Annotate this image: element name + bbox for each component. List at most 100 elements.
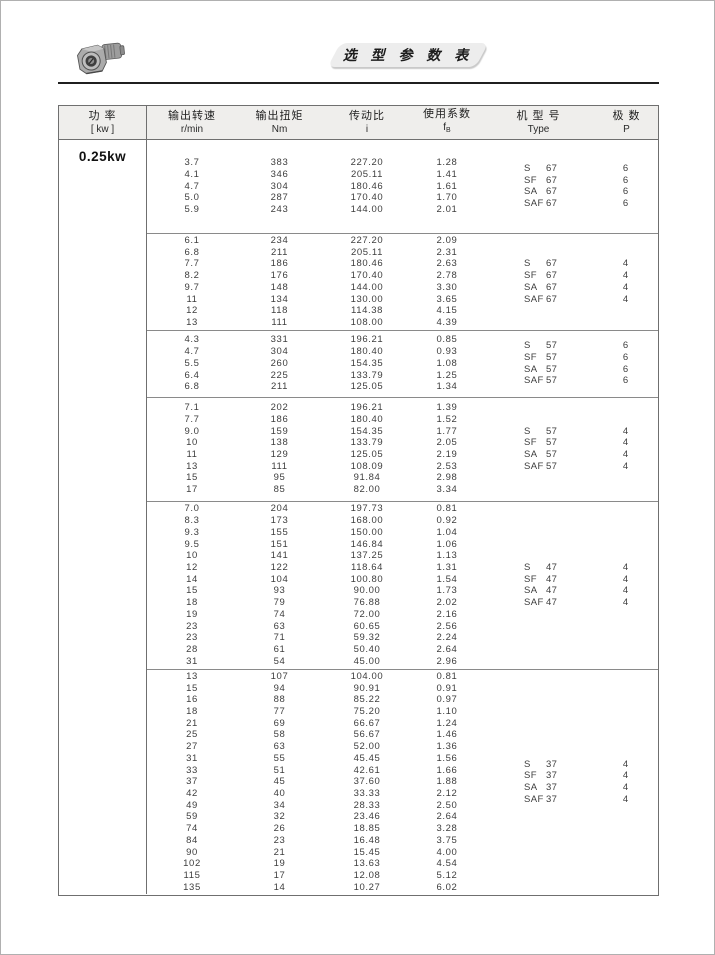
cell-ratio: 154.35 [350,357,384,369]
table-row: 6.4 225 133.79 1.25 [147,370,658,382]
cell-factor: 2.63 [436,258,458,270]
cell-speed: 4.1 [184,168,200,180]
cell-speed: 31 [186,752,198,764]
block-type-list: S 57 SF 57 SA 57 SAF 57 [482,398,594,501]
cell-torque: 79 [273,597,286,609]
cell-factor: 1.13 [436,550,458,562]
cell-torque: 287 [270,192,289,204]
cell-speed: 10 [186,437,198,449]
cell-speed: 6.4 [184,369,200,381]
table-body: 0.25kw 3.7 383 227.20 1.28 4.1 346 205.11 1.41 4… [59,140,658,894]
cell-factor: 3.75 [436,834,458,846]
cell-torque: 134 [270,293,289,305]
cell-factor: 1.04 [436,526,458,538]
table-row: 5.5 260 154.35 1.08 [147,358,658,370]
table-row: 5.0 287 170.40 1.70 [147,192,658,204]
cell-ratio: 18.85 [353,823,381,835]
header-divider [58,82,659,84]
type-prefix: S [524,163,531,175]
cell-factor: 2.31 [436,246,458,258]
cell-factor: 0.93 [436,346,458,358]
column-header-service-factor: 使用系数 fB [412,106,482,139]
cell-speed: 18 [186,597,198,609]
cell-ratio: 60.65 [353,620,381,632]
cell-ratio: 108.00 [350,316,384,328]
type-size: 47 [546,585,558,597]
cell-torque: 45 [273,776,286,788]
cell-speed: 33 [186,764,198,776]
table-row: 4.7 304 180.46 1.61 [147,181,658,193]
cell-factor: 1.28 [436,157,458,169]
factor-header-cn: 使用系数 [423,108,471,120]
cell-ratio: 76.88 [353,597,381,609]
cell-factor: 2.64 [436,811,458,823]
type-prefix: SA [524,585,538,597]
factor-header-en: fB [443,121,450,137]
torque-header-en: Nm [271,123,288,135]
table-row: 59 32 23.46 2.64 [147,811,658,823]
block-type-list: S 67 SF 67 SA 67 SAF 67 [482,234,594,330]
cell-factor: 1.36 [436,741,458,753]
cell-torque: 383 [270,157,289,169]
cell-factor: 2.01 [436,203,458,215]
block-rows: 13 107 104.00 0.81 15 94 90.91 0.91 16 88 85.22 0.9… [147,670,658,894]
cell-speed: 11 [186,449,198,461]
table-row: 4.1 346 205.11 1.41 [147,169,658,181]
poles-header-cn: 极 数 [612,109,641,122]
type-prefix: SF [524,352,537,363]
type-label: S 37 [482,759,594,771]
parameter-block: 4.3 331 196.21 0.85 4.7 304 180.40 0.93 5.5 260 15… [147,331,658,398]
table-row: 9.7 148 144.00 3.30 [147,282,658,294]
cell-torque: 186 [270,258,289,270]
cell-ratio: 90.00 [353,585,381,597]
type-label: SA 67 [482,186,594,198]
cell-torque: 32 [273,811,286,823]
type-size: 57 [546,437,558,449]
cell-speed: 6.8 [184,381,200,393]
table-row: 5.9 243 144.00 2.01 [147,204,658,216]
type-size: 67 [546,270,558,282]
table-row: 18 79 76.88 2.02 [147,597,658,609]
type-label: SAF 57 [482,461,594,473]
cell-factor: 0.97 [436,694,458,706]
type-prefix: S [524,562,531,573]
cell-factor: 1.77 [436,425,458,437]
table-row: 31 55 45.45 1.56 [147,753,658,765]
pole-count: 6 [622,375,629,387]
cell-factor: 4.00 [436,846,458,858]
table-row: 13 111 108.09 2.53 [147,461,658,473]
type-label: S 67 [482,163,594,175]
cell-factor: 0.91 [436,682,458,694]
cell-torque: 260 [270,357,289,369]
cell-speed: 31 [186,655,198,667]
type-label: S 57 [482,340,594,352]
cell-torque: 93 [273,585,286,597]
cell-ratio: 72.00 [353,608,381,620]
type-prefix: SA [524,363,538,375]
pole-count: 6 [622,174,629,186]
cell-ratio: 180.46 [350,258,384,270]
cell-factor: 6.02 [436,881,458,893]
cell-factor: 1.56 [436,752,458,764]
cell-torque: 243 [270,203,289,215]
cell-speed: 21 [186,717,198,729]
type-prefix: SAF [524,375,544,387]
type-label: SF 47 [482,574,594,586]
cell-torque: 155 [270,526,289,538]
type-size: 57 [546,363,558,375]
cell-torque: 19 [273,858,286,870]
type-header-cn: 机 型 号 [516,109,561,122]
cell-ratio: 144.00 [350,203,384,215]
factor-symbol: f [443,122,447,133]
gearmotor-icon [77,42,125,75]
type-label: SF 67 [482,175,594,187]
type-label: SF 57 [482,352,594,364]
cell-factor: 1.08 [436,357,458,369]
block-rows: 6.1 234 227.20 2.09 6.8 211 205.11 2.31 7.7 186 18… [147,234,658,330]
type-prefix: SAF [524,293,544,305]
table-row: 19 74 72.00 2.16 [147,609,658,621]
cell-ratio: 85.22 [353,694,381,706]
block-type-list: S 67 SF 67 SA 67 SAF 67 [482,140,594,233]
parameter-block: 3.7 383 227.20 1.28 4.1 346 205.11 1.41 4.7 304 18… [147,140,658,234]
